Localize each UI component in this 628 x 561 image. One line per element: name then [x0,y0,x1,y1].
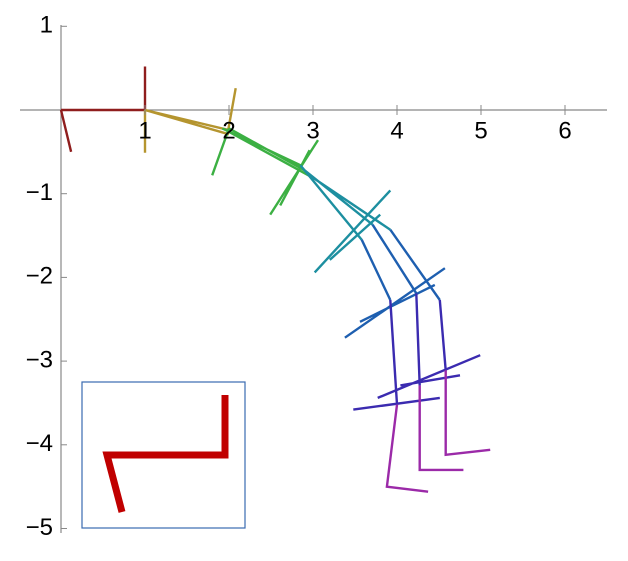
segment-line [299,164,392,274]
x-tick-label: 3 [306,117,319,144]
inset-shape [102,395,229,513]
y-tick-label: −1 [26,179,53,206]
x-tick-label: 1 [138,117,151,144]
y-tick-label: 1 [40,12,53,39]
y-tick-label: −5 [26,514,53,541]
y-tick-label: −4 [26,430,53,457]
segment-line [385,370,491,493]
segment-line [143,87,237,153]
segment-line [211,127,320,216]
inset [81,381,246,529]
x-tick-label: 6 [558,117,571,144]
y-tick-label: −3 [26,346,53,373]
x-tick-label: 4 [390,117,403,144]
x-tick-label: 2 [222,117,235,144]
x-tick-label: 5 [474,117,487,144]
segment-line [344,224,446,339]
segment-line [353,293,481,411]
plot-area [59,66,491,493]
y-tick-label: −2 [26,263,53,290]
segment-line [59,66,147,153]
